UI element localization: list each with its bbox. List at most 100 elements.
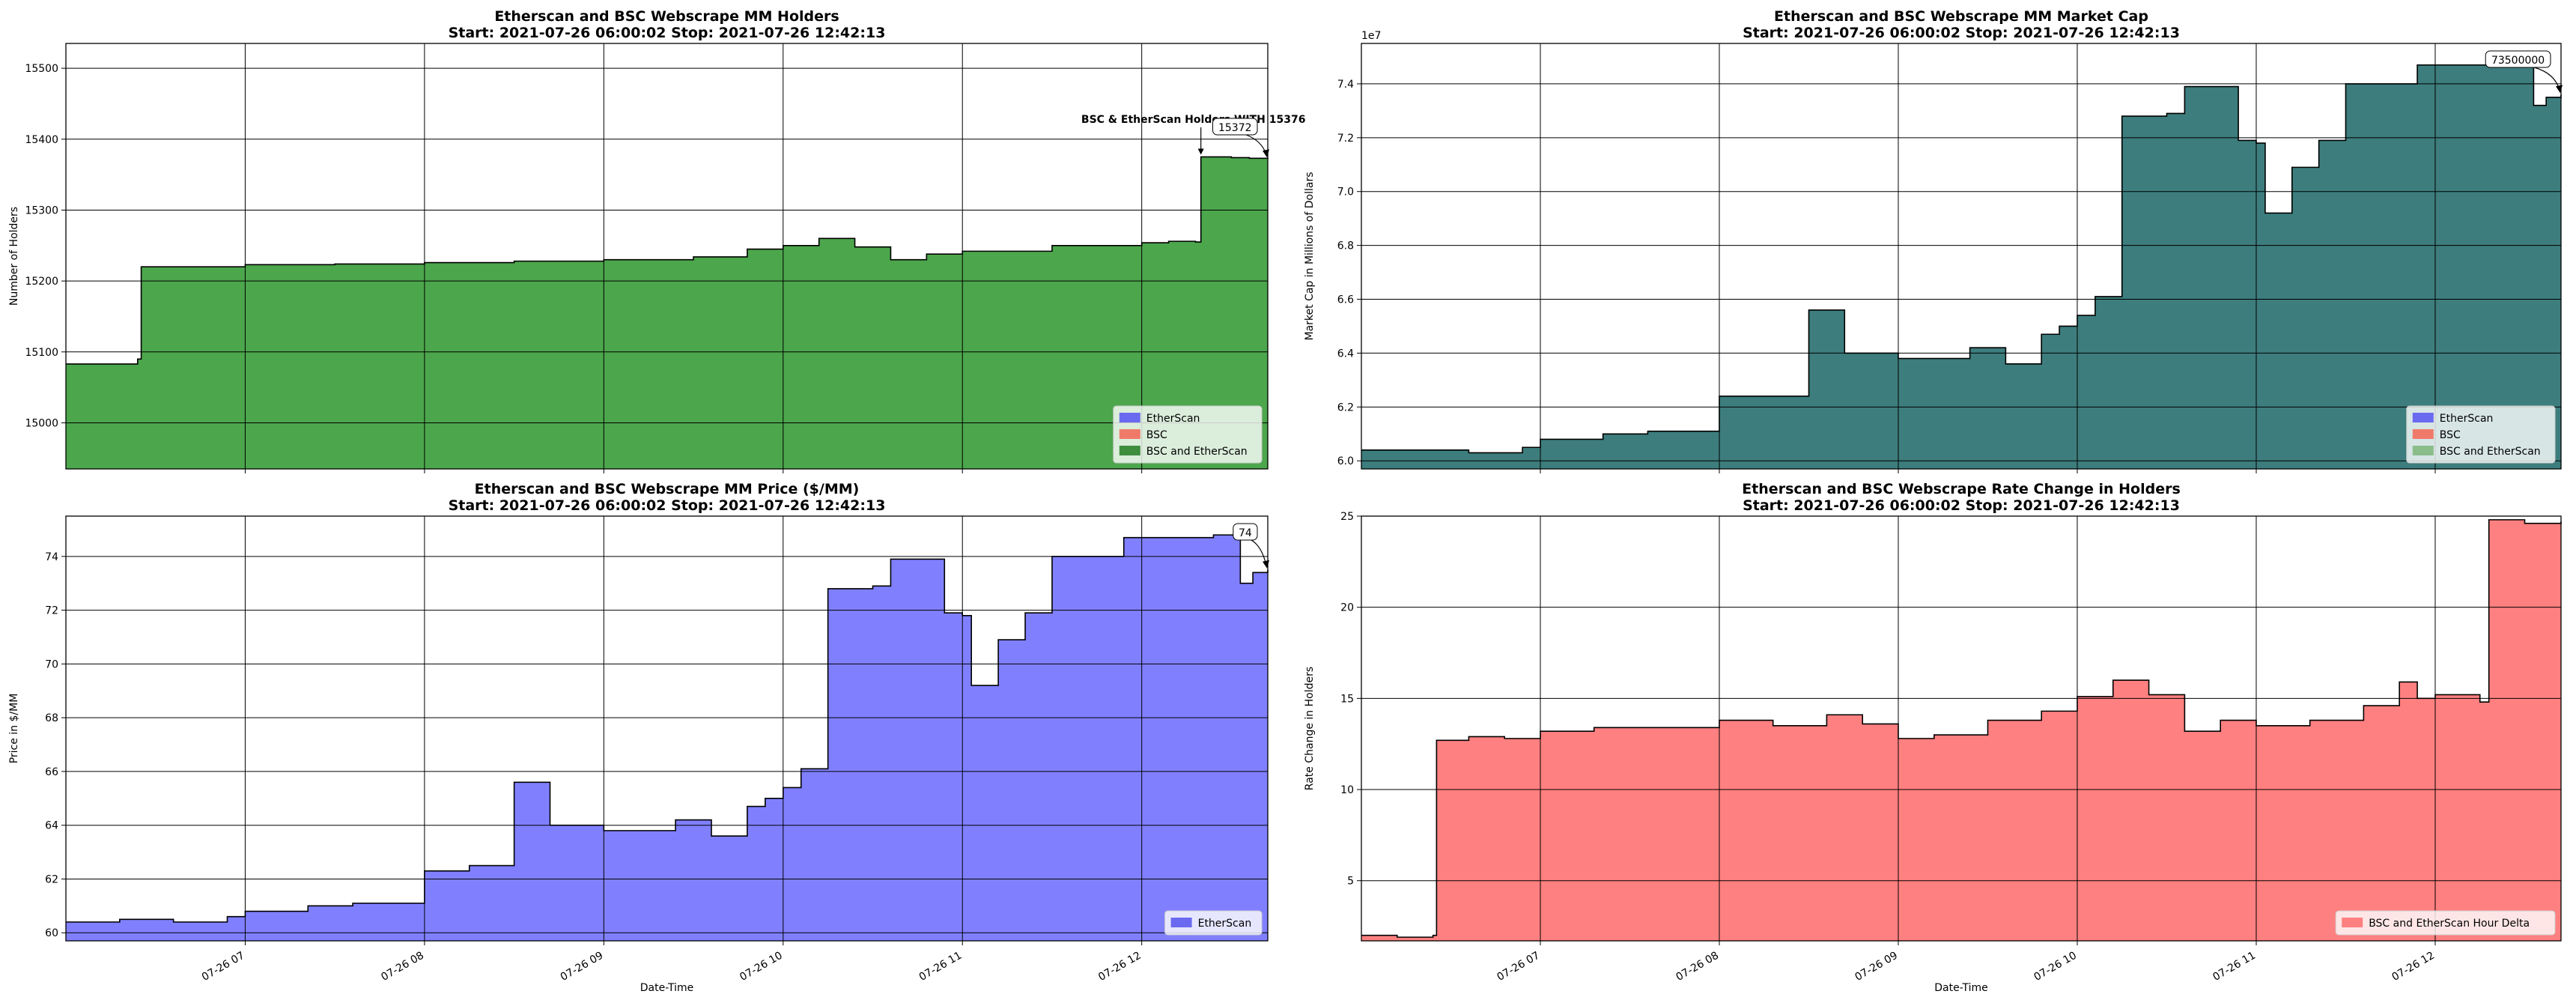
legend: [1113, 405, 1263, 464]
annotation-arrowhead: [1197, 148, 1204, 155]
legend-swatch: [2412, 446, 2434, 455]
y-tick-label: 62: [45, 873, 58, 885]
y-tick-label: 15200: [25, 276, 58, 288]
y-tick-label: 60: [45, 927, 58, 939]
y-tick-label: 74: [45, 551, 58, 563]
y-tick-label: 68: [45, 712, 58, 724]
y-tick-label: 15300: [25, 204, 58, 216]
series-area: [66, 157, 1268, 469]
y-tick-label: 6.2: [1337, 402, 1354, 413]
chart-title: Etherscan and BSC Webscrape Rate Change …: [1742, 481, 2181, 497]
chart-title: Etherscan and BSC Webscrape MM Market Ca…: [1774, 8, 2148, 25]
annotation-box: [2485, 50, 2551, 68]
y-tick-label: 25: [1340, 511, 1354, 523]
legend: [2335, 910, 2556, 936]
y-tick-label: 6.0: [1337, 455, 1354, 467]
legend-label: BSC: [2440, 429, 2461, 441]
annotation-text: 73500000: [2491, 55, 2545, 67]
plot-frame: [65, 515, 1269, 942]
y-tick-label: 15: [1340, 693, 1354, 705]
y-tick-label: 6.4: [1337, 348, 1354, 360]
y-tick-label: 15400: [25, 134, 58, 146]
chart-title: Etherscan and BSC Webscrape MM Price ($/…: [475, 481, 860, 497]
annotation-arrowhead: [1263, 560, 1269, 569]
legend-label: BSC and EtherScan: [1146, 446, 1248, 458]
y-axis-label: Rate Change in Holders: [1304, 667, 1316, 790]
y-tick-label: 15000: [25, 417, 58, 429]
series-line: [66, 156, 1269, 365]
y-axis-label: Market Cap in Millions of Dollars: [1304, 172, 1316, 341]
legend-label: EtherScan: [2440, 413, 2494, 425]
y-tick-label: 15500: [25, 63, 58, 75]
series-line: [1361, 519, 2562, 938]
x-axis-label: Date-Time: [640, 982, 694, 994]
series-area: [1361, 62, 2561, 470]
legend-swatch: [1170, 918, 1192, 927]
y-tick-label: 7.2: [1337, 133, 1354, 145]
chart-title: Etherscan and BSC Webscrape MM Holders: [494, 8, 839, 25]
rate-change-panel: Etherscan and BSC Webscrape Rate Change …: [1304, 481, 2562, 994]
y-tick-label: 66: [45, 766, 58, 778]
chart-subtitle: Start: 2021-07-26 06:00:02 Stop: 2021-07…: [449, 497, 886, 514]
legend-swatch: [2412, 413, 2434, 422]
x-tick-label: 07-26 09: [559, 950, 606, 984]
legend-label: BSC and EtherScan: [2440, 446, 2541, 458]
x-tick-label: 07-26 10: [2032, 950, 2079, 984]
x-tick-label: 07-26 12: [2390, 950, 2437, 984]
chart-subtitle: Start: 2021-07-26 06:00:02 Stop: 2021-07…: [1743, 497, 2180, 514]
x-tick-label: 07-26 09: [1853, 950, 1900, 984]
legend-label: BSC: [1146, 429, 1167, 441]
legend-swatch: [2412, 429, 2434, 439]
legend-label: EtherScan: [1198, 918, 1252, 930]
legend-swatch: [1119, 429, 1140, 439]
holders-panel: Etherscan and BSC Webscrape MM HoldersSt…: [8, 8, 1305, 473]
legend-swatch: [1119, 446, 1140, 455]
market-cap-panel: Etherscan and BSC Webscrape MM Market Ca…: [1304, 8, 2563, 473]
legend-label: EtherScan: [1146, 413, 1200, 425]
annotation-arrowhead: [2556, 85, 2563, 94]
plot-frame: [65, 43, 1269, 470]
price-panel: Etherscan and BSC Webscrape MM Price ($/…: [8, 481, 1269, 994]
annotation-text: BSC & EtherScan Holders WITH 15376: [1081, 114, 1306, 126]
legend-label: BSC and EtherScan Hour Delta: [2369, 918, 2530, 930]
annotation-box: [1212, 118, 1258, 136]
legend: [2406, 405, 2556, 464]
legend: [1164, 910, 1263, 936]
legend-swatch: [1119, 413, 1140, 422]
y-axis-label: Number of Holders: [8, 207, 20, 306]
x-tick-label: 07-26 10: [738, 950, 785, 984]
legend-swatch: [2342, 918, 2363, 927]
x-tick-label: 07-26 08: [379, 950, 426, 984]
plot-frame: [1361, 515, 2562, 942]
annotation-box: [1233, 523, 1258, 541]
y-tick-label: 5: [1347, 876, 1354, 888]
annotation-arrowhead: [1263, 149, 1269, 158]
y-tick-label: 7.4: [1337, 79, 1354, 91]
y-tick-label: 20: [1340, 602, 1354, 614]
annotation-text: 15372: [1218, 122, 1252, 134]
y-tick-label: 7.0: [1337, 187, 1354, 199]
y-axis-label: Price in $/MM: [8, 694, 20, 764]
y-offset-label: 1e7: [1361, 30, 1381, 42]
x-tick-label: 07-26 07: [200, 950, 247, 984]
chart-subtitle: Start: 2021-07-26 06:00:02 Stop: 2021-07…: [1743, 25, 2180, 41]
annotation-arrow: [2534, 67, 2560, 91]
x-axis-label: Date-Time: [1934, 982, 1988, 994]
y-tick-label: 72: [45, 605, 58, 617]
plot-frame: [1361, 43, 2562, 470]
y-tick-label: 6.8: [1337, 240, 1354, 252]
annotation-text: 74: [1239, 527, 1252, 539]
chart-subtitle: Start: 2021-07-26 06:00:02 Stop: 2021-07…: [449, 25, 886, 41]
series-area: [66, 535, 1268, 941]
x-tick-label: 07-26 12: [1096, 950, 1143, 984]
y-tick-label: 70: [45, 658, 58, 670]
x-tick-label: 07-26 11: [2211, 950, 2258, 984]
x-tick-label: 07-26 07: [1495, 950, 1542, 984]
series-area: [1361, 519, 2561, 941]
x-tick-label: 07-26 11: [917, 950, 965, 984]
y-tick-label: 15100: [25, 347, 58, 359]
x-tick-label: 07-26 08: [1674, 950, 1721, 984]
y-tick-label: 64: [45, 820, 58, 832]
y-tick-label: 10: [1340, 784, 1354, 796]
